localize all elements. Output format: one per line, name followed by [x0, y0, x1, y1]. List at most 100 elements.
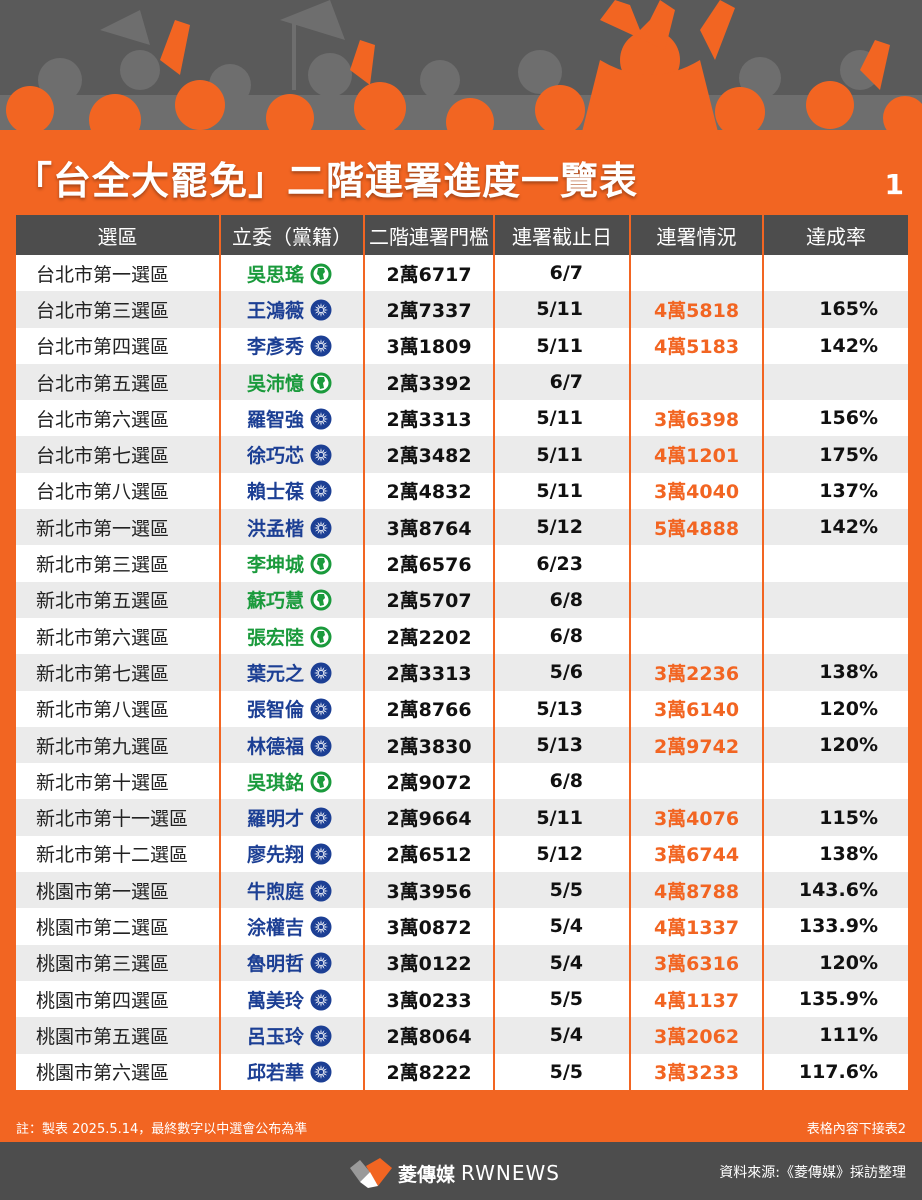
completion-rate-cell: 120% — [762, 726, 910, 764]
threshold-cell: 2萬3830 — [363, 726, 495, 764]
completion-rate-cell: 156% — [762, 400, 910, 437]
legislator-cell: 涂權吉 — [219, 908, 365, 945]
deadline-cell: 5/13 — [493, 726, 631, 764]
completion-rate-cell: 138% — [762, 654, 910, 691]
table-row: 新北市第六選區 張宏陸 2萬2202 6/8 — [14, 617, 910, 655]
table-row: 新北市第十一選區 羅明才 2萬9664 5/11 3萬4076 115% — [14, 799, 910, 836]
completion-rate-cell: 111% — [762, 1017, 910, 1054]
page-title: 「台全大罷免」二階連署進度一覽表 — [14, 159, 639, 203]
threshold-cell: 2萬3313 — [363, 400, 495, 437]
signature-count-cell: 3萬6140 — [629, 690, 764, 727]
legislator-cell: 邱若華 — [219, 1053, 365, 1090]
dpp-party-icon — [310, 372, 332, 394]
completion-rate-cell: 133.9% — [762, 908, 910, 945]
legislator-cell: 吳沛憶 — [219, 363, 365, 401]
signature-count-cell: 3萬6744 — [629, 835, 764, 873]
deadline-cell: 5/11 — [493, 472, 631, 510]
deadline-cell: 6/7 — [493, 255, 631, 292]
threshold-cell: 2萬8766 — [363, 690, 495, 727]
column-header: 連署截止日 — [493, 215, 631, 255]
threshold-cell: 3萬0122 — [363, 944, 495, 981]
source-credit: 資料來源:《菱傳媒》採訪整理 — [719, 1165, 906, 1181]
district-cell: 台北市第五選區 — [14, 363, 221, 401]
completion-rate-cell — [762, 363, 910, 401]
signature-count-cell: 3萬4076 — [629, 799, 764, 836]
completion-rate-cell — [762, 581, 910, 618]
kmt-party-icon — [310, 1061, 332, 1083]
completion-rate-cell: 115% — [762, 799, 910, 836]
column-header: 立委（黨籍） — [219, 215, 365, 255]
district-cell: 桃園市第一選區 — [14, 872, 221, 909]
deadline-cell: 5/4 — [493, 944, 631, 981]
deadline-cell: 6/8 — [493, 581, 631, 618]
signature-count-cell: 3萬6398 — [629, 400, 764, 437]
completion-rate-cell: 165% — [762, 291, 910, 328]
kmt-party-icon — [310, 698, 332, 720]
table-row: 桃園市第一選區 牛煦庭 3萬3956 5/5 4萬8788 143.6% — [14, 872, 910, 909]
kmt-party-icon — [310, 843, 332, 865]
legislator-cell: 林德福 — [219, 726, 365, 764]
deadline-cell: 5/12 — [493, 509, 631, 546]
column-header: 選區 — [14, 215, 221, 255]
district-cell: 台北市第六選區 — [14, 400, 221, 437]
threshold-cell: 2萬7337 — [363, 291, 495, 328]
table-row: 台北市第七選區 徐巧芯 2萬3482 5/11 4萬1201 175% — [14, 436, 910, 473]
deadline-cell: 5/4 — [493, 908, 631, 945]
signature-count-cell: 4萬5818 — [629, 291, 764, 328]
threshold-cell: 2萬4832 — [363, 472, 495, 510]
legislator-cell: 李彥秀 — [219, 327, 365, 364]
signature-count-cell: 4萬1137 — [629, 980, 764, 1018]
dpp-party-icon — [310, 553, 332, 575]
deadline-cell: 5/4 — [493, 1017, 631, 1054]
dpp-party-icon — [310, 626, 332, 648]
district-cell: 新北市第九選區 — [14, 726, 221, 764]
kmt-party-icon — [310, 299, 332, 321]
table-row: 台北市第三選區 王鴻薇 2萬7337 5/11 4萬5818 165% — [14, 291, 910, 328]
legislator-cell: 呂玉玲 — [219, 1017, 365, 1054]
threshold-cell: 3萬1809 — [363, 327, 495, 364]
threshold-cell: 2萬8064 — [363, 1017, 495, 1054]
district-cell: 台北市第三選區 — [14, 291, 221, 328]
table-row: 台北市第五選區 吳沛憶 2萬3392 6/7 — [14, 363, 910, 401]
threshold-cell: 2萬9072 — [363, 763, 495, 800]
dpp-party-icon — [310, 263, 332, 285]
crowd-silhouette — [0, 0, 922, 215]
deadline-cell: 6/8 — [493, 617, 631, 655]
table-row: 桃園市第六選區 邱若華 2萬8222 5/5 3萬3233 117.6% — [14, 1053, 910, 1090]
column-header: 達成率 — [762, 215, 910, 255]
district-cell: 桃園市第六選區 — [14, 1053, 221, 1090]
completion-rate-cell: 137% — [762, 472, 910, 510]
footnote: 註：製表 2025.5.14，最終數字以中選會公布為準 — [16, 1122, 308, 1137]
signature-count-cell — [629, 581, 764, 618]
deadline-cell: 5/11 — [493, 327, 631, 364]
footer-bar: 菱傳媒 RWNEWS 資料來源:《菱傳媒》採訪整理 — [0, 1142, 922, 1200]
district-cell: 台北市第四選區 — [14, 327, 221, 364]
deadline-cell: 5/5 — [493, 1053, 631, 1090]
table-row: 桃園市第五選區 呂玉玲 2萬8064 5/4 3萬2062 111% — [14, 1017, 910, 1054]
kmt-party-icon — [310, 1025, 332, 1047]
completion-rate-cell: 142% — [762, 327, 910, 364]
kmt-party-icon — [310, 662, 332, 684]
dpp-party-icon — [310, 771, 332, 793]
completion-rate-cell: 143.6% — [762, 872, 910, 909]
legislator-cell: 吳琪銘 — [219, 763, 365, 800]
table-row: 新北市第八選區 張智倫 2萬8766 5/13 3萬6140 120% — [14, 690, 910, 727]
kmt-party-icon — [310, 408, 332, 430]
table-row: 桃園市第二選區 涂權吉 3萬0872 5/4 4萬1337 133.9% — [14, 908, 910, 945]
kmt-party-icon — [310, 952, 332, 974]
district-cell: 桃園市第三選區 — [14, 944, 221, 981]
kmt-party-icon — [310, 444, 332, 466]
signature-count-cell — [629, 255, 764, 292]
table-row: 台北市第八選區 賴士葆 2萬4832 5/11 3萬4040 137% — [14, 472, 910, 510]
threshold-cell: 2萬9664 — [363, 799, 495, 836]
completion-rate-cell: 120% — [762, 944, 910, 981]
legislator-cell: 洪孟楷 — [219, 509, 365, 546]
deadline-cell: 6/23 — [493, 545, 631, 582]
deadline-cell: 5/5 — [493, 872, 631, 909]
completion-rate-cell — [762, 617, 910, 655]
legislator-cell: 羅智強 — [219, 400, 365, 437]
threshold-cell: 2萬6576 — [363, 545, 495, 582]
threshold-cell: 2萬6717 — [363, 255, 495, 292]
signature-count-cell: 4萬5183 — [629, 327, 764, 364]
signature-count-cell: 4萬1337 — [629, 908, 764, 945]
